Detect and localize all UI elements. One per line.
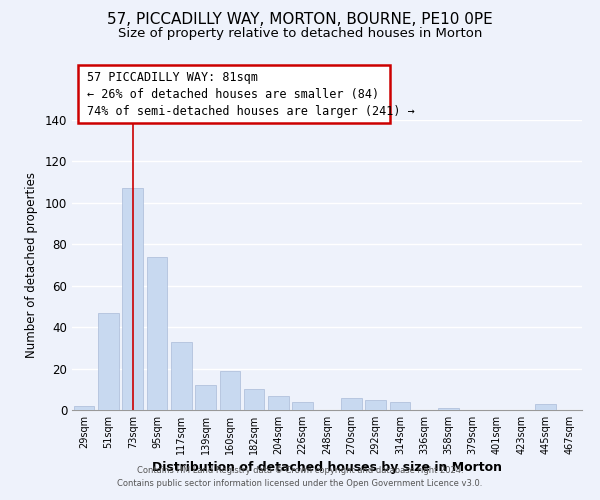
Bar — [341, 398, 362, 410]
Bar — [74, 406, 94, 410]
Bar — [438, 408, 459, 410]
Text: ← 26% of detached houses are smaller (84): ← 26% of detached houses are smaller (84… — [87, 88, 379, 101]
Bar — [195, 385, 216, 410]
Bar — [292, 402, 313, 410]
Bar — [535, 404, 556, 410]
Text: 74% of semi-detached houses are larger (241) →: 74% of semi-detached houses are larger (… — [87, 105, 415, 118]
Y-axis label: Number of detached properties: Number of detached properties — [25, 172, 38, 358]
Text: Size of property relative to detached houses in Morton: Size of property relative to detached ho… — [118, 28, 482, 40]
Text: Contains HM Land Registry data © Crown copyright and database right 2024.
Contai: Contains HM Land Registry data © Crown c… — [118, 466, 482, 487]
Bar — [220, 370, 240, 410]
Bar — [365, 400, 386, 410]
Bar — [244, 390, 265, 410]
X-axis label: Distribution of detached houses by size in Morton: Distribution of detached houses by size … — [152, 461, 502, 474]
Text: 57, PICCADILLY WAY, MORTON, BOURNE, PE10 0PE: 57, PICCADILLY WAY, MORTON, BOURNE, PE10… — [107, 12, 493, 28]
Text: 57 PICCADILLY WAY: 81sqm: 57 PICCADILLY WAY: 81sqm — [87, 71, 258, 84]
Bar — [389, 402, 410, 410]
Bar — [98, 312, 119, 410]
Bar — [268, 396, 289, 410]
Bar — [146, 256, 167, 410]
Bar — [122, 188, 143, 410]
Bar — [171, 342, 191, 410]
